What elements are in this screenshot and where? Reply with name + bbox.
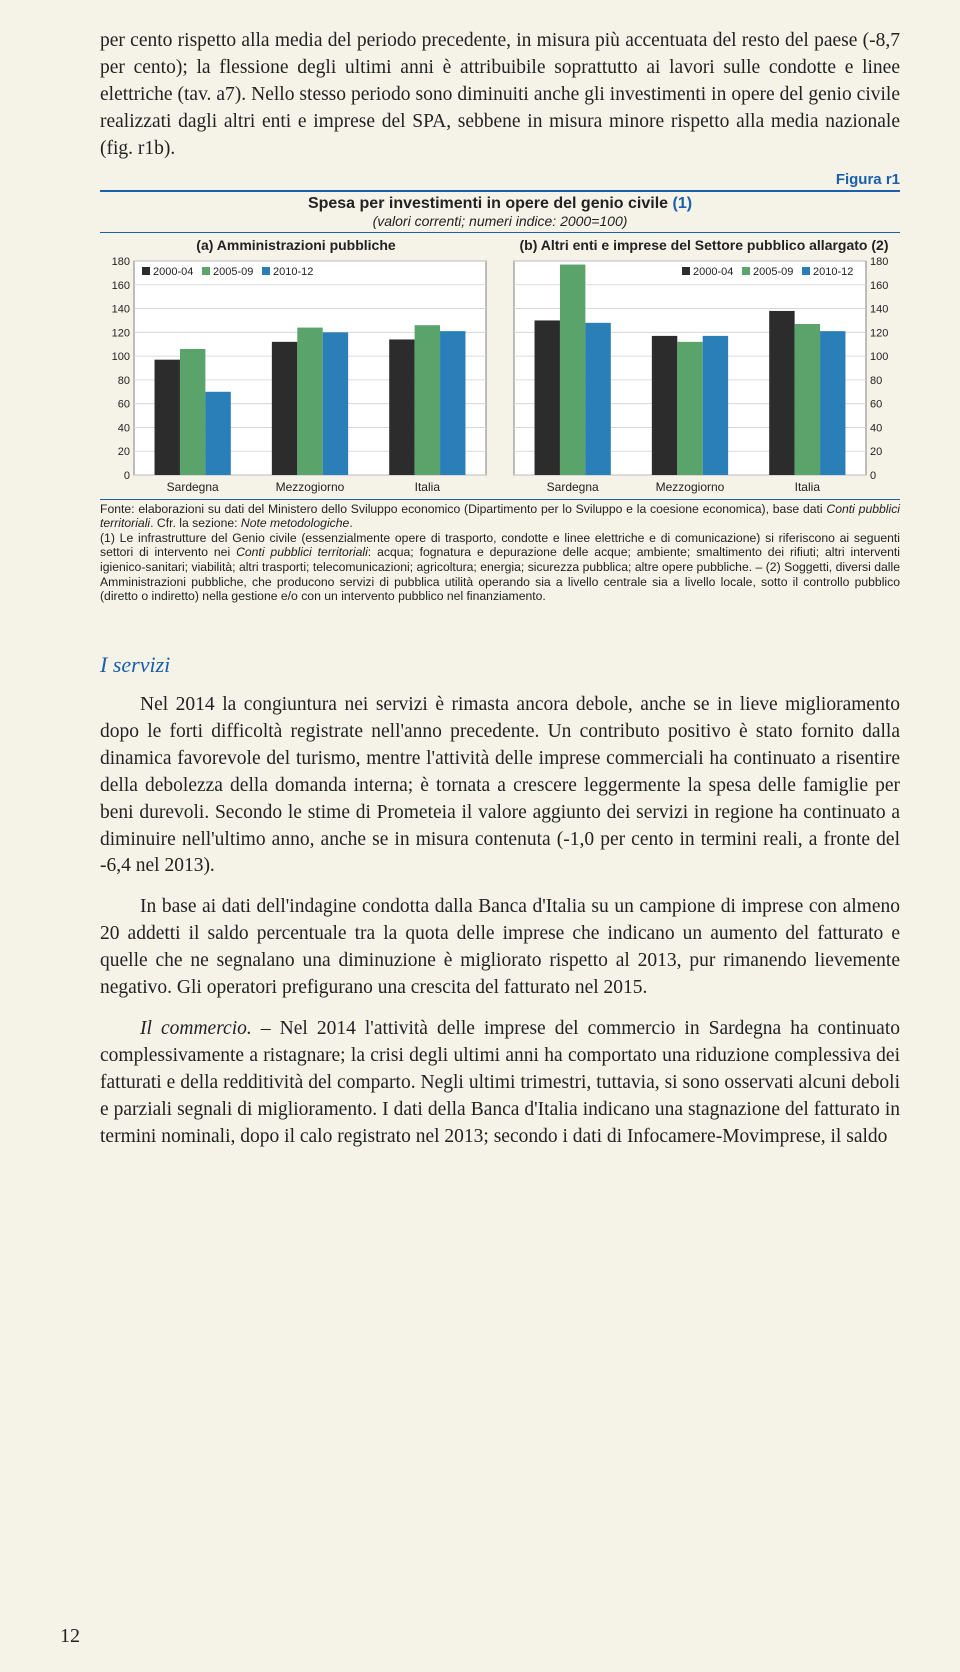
svg-text:2010-12: 2010-12 — [273, 266, 313, 278]
note1-ital: Conti pubblici territoriali — [236, 545, 368, 559]
figure-title-text: Spesa per investimenti in opere del geni… — [308, 195, 673, 212]
figure-title-block: Spesa per investimenti in opere del geni… — [100, 190, 900, 233]
svg-text:0: 0 — [124, 470, 130, 482]
source-mid-2: . — [349, 516, 352, 530]
svg-text:20: 20 — [118, 446, 130, 458]
intro-paragraph: per cento rispetto alla media del period… — [100, 28, 900, 163]
svg-text:40: 40 — [118, 422, 130, 434]
figure-label: Figura r1 — [100, 171, 900, 188]
svg-text:60: 60 — [118, 398, 130, 410]
svg-text:80: 80 — [870, 374, 882, 386]
source-mid-1: . Cfr. la sezione: — [150, 516, 241, 530]
svg-text:160: 160 — [112, 279, 130, 291]
section-title-servizi: I servizi — [100, 652, 900, 678]
charts-row: (a) Amministrazioni pubbliche 0 20 40 60 80 1… — [100, 237, 900, 495]
paragraph-servizi-2: In base ai dati dell'indagine condotta d… — [100, 894, 900, 1002]
svg-text:60: 60 — [870, 398, 882, 410]
svg-text:Italia: Italia — [415, 480, 441, 494]
page-number: 12 — [60, 1625, 80, 1648]
svg-text:140: 140 — [870, 303, 888, 315]
svg-text:180: 180 — [870, 256, 888, 268]
svg-text:2005-09: 2005-09 — [753, 266, 793, 278]
svg-text:40: 40 — [870, 422, 882, 434]
panel-b-title: (b) Altri enti e imprese del Settore pub… — [508, 237, 900, 253]
chart-panel-a: (a) Amministrazioni pubbliche 0 20 40 60 80 1… — [100, 237, 492, 495]
para3-lead-ital: Il commercio. — [140, 1018, 252, 1039]
svg-text:180: 180 — [112, 256, 130, 268]
svg-text:140: 140 — [112, 303, 130, 315]
svg-text:100: 100 — [870, 351, 888, 363]
svg-text:Sardegna: Sardegna — [547, 480, 599, 494]
svg-text:0: 0 — [870, 470, 876, 482]
svg-text:Sardegna: Sardegna — [167, 480, 219, 494]
svg-text:20: 20 — [870, 446, 882, 458]
paragraph-servizi-3: Il commercio. – Nel 2014 l'attività dell… — [100, 1016, 900, 1151]
document-page: per cento rispetto alla media del period… — [0, 0, 960, 1672]
source-ital-2: Note metodologiche — [241, 516, 349, 530]
chart-a-svg: 0 20 40 60 80 100 120 140 160 180 Sardegna Mezzogio… — [100, 255, 492, 495]
svg-text:2005-09: 2005-09 — [213, 266, 253, 278]
svg-text:120: 120 — [870, 327, 888, 339]
source-prefix: Fonte: elaborazioni su dati del Minister… — [100, 502, 826, 516]
svg-text:Italia: Italia — [795, 480, 821, 494]
source-and-notes: Fonte: elaborazioni su dati del Minister… — [100, 499, 900, 604]
svg-text:Mezzogiorno: Mezzogiorno — [276, 480, 345, 494]
svg-text:Mezzogiorno: Mezzogiorno — [656, 480, 725, 494]
svg-text:80: 80 — [118, 374, 130, 386]
chart-panel-b: (b) Altri enti e imprese del Settore pub… — [508, 237, 900, 495]
chart-b-svg: 0 20 40 60 80 100 120 140 160 180 Sardegna Mezzogio… — [508, 255, 900, 495]
svg-text:2000-04: 2000-04 — [693, 266, 733, 278]
figure-title-ref: (1) — [673, 195, 693, 212]
svg-text:2000-04: 2000-04 — [153, 266, 193, 278]
paragraph-servizi-1: Nel 2014 la congiuntura nei servizi è ri… — [100, 692, 900, 880]
panel-a-title: (a) Amministrazioni pubbliche — [100, 237, 492, 253]
figure-title: Spesa per investimenti in opere del geni… — [100, 195, 900, 213]
svg-text:160: 160 — [870, 279, 888, 291]
svg-text:100: 100 — [112, 351, 130, 363]
svg-text:120: 120 — [112, 327, 130, 339]
figure-subtitle: (valori correnti; numeri indice: 2000=10… — [100, 213, 900, 229]
svg-text:2010-12: 2010-12 — [813, 266, 853, 278]
